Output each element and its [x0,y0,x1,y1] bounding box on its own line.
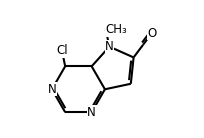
Text: CH₃: CH₃ [106,23,128,36]
Text: N: N [48,83,56,96]
Text: N: N [87,106,96,119]
Text: Cl: Cl [56,44,68,57]
Text: N: N [105,40,114,53]
Text: O: O [147,26,156,40]
